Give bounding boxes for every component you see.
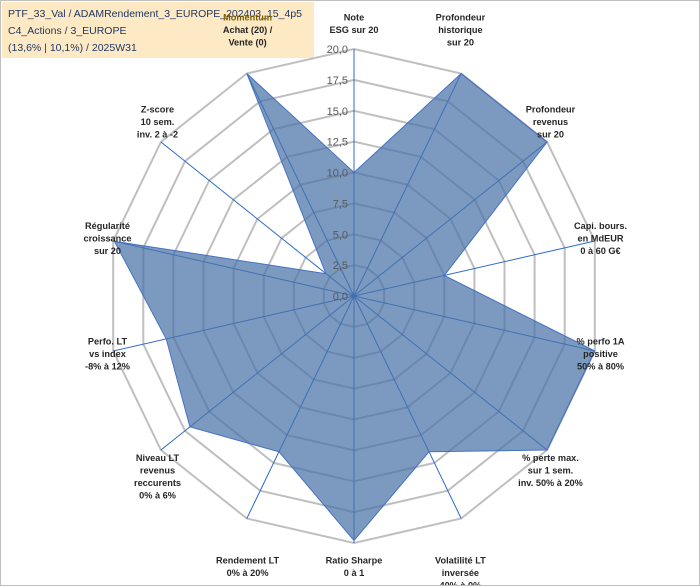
axis-label-line: ESG sur 20	[329, 25, 378, 35]
axis-label-line: Ratio Sharpe	[326, 556, 383, 566]
radar-tick-labels: 0,0 2,5 5,0 7,5 10,0 12,5 15,0 17,5 20,0	[327, 44, 348, 303]
axis-label-line: Volatilité LT	[435, 556, 486, 566]
axis-label-line: historique	[438, 25, 482, 35]
axis-label-line: inv. 50% à 20%	[518, 478, 583, 488]
axis-label: Profondeur historique sur 20	[436, 13, 486, 48]
axis-label-line: en MdEUR	[578, 234, 624, 244]
axis-label-line: Achat (20) /	[223, 25, 273, 35]
title-line-portfolio: PTF_33_Val / ADAMRendement_3_EUROPE_2024…	[8, 8, 302, 20]
axis-label: % perte max. sur 1 sem. inv. 50% à 20%	[518, 453, 583, 488]
spoke-line	[160, 141, 355, 297]
axis-label-line: -8% à 12%	[85, 361, 130, 371]
title-line-category: C4_Actions / 3_EUROPE	[8, 25, 127, 37]
axis-label-line: Z-score	[141, 105, 174, 115]
axis-label-line: Niveau LT	[136, 453, 180, 463]
axis-label-line: 10 sem.	[141, 117, 175, 127]
tick-label: 15,0	[327, 106, 348, 118]
axis-label-line: 40% à 0%	[439, 581, 481, 586]
axis-label-line: revenus	[140, 466, 175, 476]
tick-label: 17,5	[327, 75, 348, 87]
axis-label-line: Note	[344, 13, 364, 23]
axis-label: Z-score 10 sem. inv. 2 à -2	[137, 105, 178, 140]
axis-label-line: sur 20	[447, 38, 474, 48]
axis-label-line: % perte max.	[522, 453, 579, 463]
axis-label-line: 0 à 1	[344, 568, 364, 578]
axis-label-line: 0% à 20%	[227, 568, 269, 578]
axis-label-line: Profondeur	[436, 13, 486, 23]
title-line-stats: (13,6% | 10,1%) / 2025W31	[8, 42, 137, 54]
axis-label: Capi. bours. en MdEUR 0 à 60 G€	[574, 221, 627, 256]
tick-label: 2,5	[333, 260, 348, 272]
axis-label: % perfo 1A positive 50% à 80%	[577, 336, 625, 371]
tick-label: 7,5	[333, 198, 348, 210]
axis-label-line: inv. 2 à -2	[137, 130, 178, 140]
axis-label-line: 0 à 60 G€	[580, 246, 620, 256]
chart-title-box: PTF_33_Val / ADAMRendement_3_EUROPE_2024…	[2, 2, 314, 58]
axis-label: Note ESG sur 20	[329, 13, 378, 36]
axis-label-line: Capi. bours.	[574, 221, 627, 231]
tick-label: 12,5	[327, 137, 348, 149]
axis-label-line: % perfo 1A	[577, 336, 625, 346]
axis-label-line: reccurents	[134, 478, 181, 488]
axis-label-line: 50% à 80%	[577, 361, 624, 371]
axis-label-line: Momentum	[223, 13, 272, 23]
axis-label: Rendement LT 0% à 20%	[216, 556, 280, 579]
axis-label-line: Rendement LT	[216, 556, 280, 566]
axis-label-line: croissance	[83, 234, 131, 244]
axis-label-line: inversée	[442, 568, 479, 578]
axis-label-line: Perfo. LT	[88, 336, 128, 346]
axis-label-line: Régularité	[85, 221, 130, 231]
axis-label-line: sur 20	[537, 130, 564, 140]
axis-label: Volatilité LT inversée 40% à 0%	[435, 556, 486, 586]
tick-label: 0,0	[333, 291, 348, 303]
axis-label: Régularité croissance sur 20	[83, 221, 131, 256]
axis-label-line: positive	[583, 349, 618, 359]
series-area	[113, 72, 596, 542]
radar-axis-labels: Note ESG sur 20 Profondeur historique sur 20…	[83, 13, 627, 586]
axis-label: Momentum Achat (20) / Vente (0)	[223, 13, 273, 48]
tick-label: 10,0	[327, 168, 348, 180]
axis-label-line: 0% à 6%	[139, 491, 176, 501]
axis-label: Niveau LT revenus reccurents 0% à 6%	[134, 453, 181, 501]
axis-label: Perfo. LT vs index -8% à 12%	[85, 336, 130, 371]
tick-label: 5,0	[333, 229, 348, 241]
tick-label: 20,0	[327, 44, 348, 56]
axis-label-line: Profondeur	[526, 105, 576, 115]
axis-label-line: vs index	[89, 349, 127, 359]
axis-label: Profondeur revenus sur 20	[526, 105, 576, 140]
radar-series	[113, 72, 596, 542]
axis-label-line: revenus	[533, 117, 568, 127]
axis-label-line: sur 20	[94, 246, 121, 256]
axis-label: Ratio Sharpe 0 à 1	[326, 556, 383, 579]
axis-label-line: Vente (0)	[228, 38, 266, 48]
axis-label-line: sur 1 sem.	[528, 466, 573, 476]
